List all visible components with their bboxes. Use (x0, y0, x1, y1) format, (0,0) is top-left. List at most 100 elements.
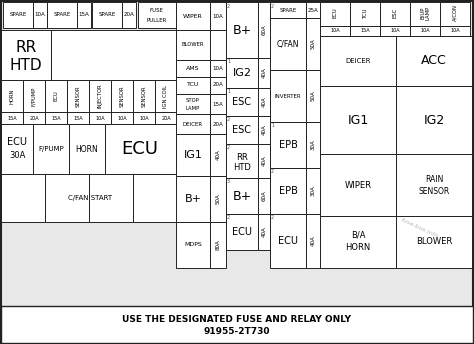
Text: 40A: 40A (262, 68, 266, 78)
Bar (210, 222, 226, 268)
Text: INVERTER: INVERTER (275, 94, 301, 98)
Bar (258, 116, 270, 144)
Text: 10A: 10A (390, 29, 400, 33)
Text: ACC: ACC (421, 54, 447, 67)
Text: RAIN: RAIN (425, 174, 443, 183)
Bar (270, 168, 306, 214)
Text: C/FAN: C/FAN (277, 40, 299, 49)
Text: F/PUMP: F/PUMP (31, 86, 36, 106)
Text: 10A: 10A (95, 116, 105, 120)
Text: TCU: TCU (363, 8, 367, 18)
Text: 10A: 10A (35, 12, 46, 18)
Bar (23, 80, 45, 112)
Bar (155, 80, 177, 112)
Text: MDPS: MDPS (184, 243, 202, 247)
Bar (67, 112, 89, 124)
Bar (133, 80, 155, 112)
Bar (226, 116, 258, 144)
Text: 91955-2T730: 91955-2T730 (204, 327, 270, 336)
Bar (210, 114, 226, 134)
Text: EPB: EPB (279, 186, 298, 196)
Text: IG2: IG2 (423, 114, 445, 127)
Bar (47, 2, 77, 28)
Bar (1, 306, 473, 343)
Bar (270, 70, 306, 122)
Text: 15A: 15A (7, 116, 17, 120)
Text: 10A: 10A (450, 29, 460, 33)
Bar (258, 178, 270, 214)
Text: SPARE: SPARE (279, 8, 297, 12)
Text: SPARE: SPARE (9, 12, 27, 18)
Text: USE THE DESIGNATED FUSE AND RELAY ONLY: USE THE DESIGNATED FUSE AND RELAY ONLY (122, 315, 352, 324)
Bar (306, 122, 320, 168)
Bar (33, 124, 69, 174)
Text: HORN: HORN (346, 244, 371, 252)
Text: 2: 2 (227, 145, 230, 150)
Bar (138, 2, 176, 28)
Text: 10A: 10A (139, 116, 149, 120)
Bar (133, 112, 155, 124)
Bar (111, 112, 133, 124)
Text: 40A: 40A (216, 150, 220, 160)
Text: 15A: 15A (79, 12, 90, 18)
Text: ESC: ESC (233, 125, 252, 135)
Text: 15A: 15A (73, 116, 83, 120)
Bar (155, 112, 177, 124)
Bar (23, 112, 45, 124)
Text: 30A: 30A (9, 151, 25, 161)
Text: LAMP: LAMP (186, 106, 200, 110)
Text: EPB: EPB (279, 140, 298, 150)
Text: 1: 1 (227, 89, 230, 94)
Text: 40A: 40A (262, 155, 266, 166)
Bar (1, 30, 51, 80)
Bar (45, 112, 67, 124)
Text: 15A: 15A (360, 29, 370, 33)
Text: B/UP
LAMP: B/UP LAMP (419, 6, 430, 20)
Bar (226, 214, 258, 250)
Bar (306, 70, 320, 122)
Bar (1, 112, 23, 124)
Bar (122, 2, 136, 28)
Bar (3, 2, 33, 28)
Text: 25A: 25A (308, 8, 319, 12)
Bar (45, 174, 89, 222)
Text: 40A: 40A (262, 125, 266, 136)
Text: IG1: IG1 (183, 150, 202, 160)
Text: AMS: AMS (186, 65, 200, 71)
Text: ECU: ECU (54, 90, 58, 101)
Text: F/PUMP: F/PUMP (38, 146, 64, 152)
Text: 50A: 50A (310, 39, 316, 50)
Text: HTD: HTD (233, 163, 251, 172)
Bar (396, 36, 472, 86)
Bar (320, 2, 350, 26)
Text: 2: 2 (271, 169, 274, 174)
Bar (226, 178, 258, 214)
Bar (69, 124, 105, 174)
Bar (89, 80, 111, 112)
Text: ESC: ESC (392, 8, 398, 18)
Text: ESC: ESC (233, 97, 252, 107)
Bar (226, 58, 258, 88)
Text: ECU: ECU (278, 236, 298, 246)
Text: 2: 2 (271, 215, 274, 220)
Text: ECU: ECU (232, 227, 252, 237)
Bar (410, 2, 440, 26)
Text: B+: B+ (184, 194, 201, 204)
Bar (210, 30, 226, 60)
Text: IGN COIL: IGN COIL (164, 85, 168, 107)
Bar (176, 77, 210, 94)
Text: BLOWER: BLOWER (182, 43, 204, 47)
Bar (270, 2, 306, 18)
Text: 2: 2 (227, 117, 230, 122)
Bar (111, 80, 133, 112)
Text: C/FAN START: C/FAN START (68, 195, 112, 201)
Bar (210, 77, 226, 94)
Bar (210, 60, 226, 77)
Text: 15A: 15A (213, 101, 223, 107)
Bar (176, 176, 210, 222)
Bar (33, 2, 47, 28)
Bar (176, 60, 210, 77)
Text: RR: RR (236, 152, 248, 161)
Text: 1: 1 (271, 123, 274, 128)
Bar (210, 134, 226, 176)
